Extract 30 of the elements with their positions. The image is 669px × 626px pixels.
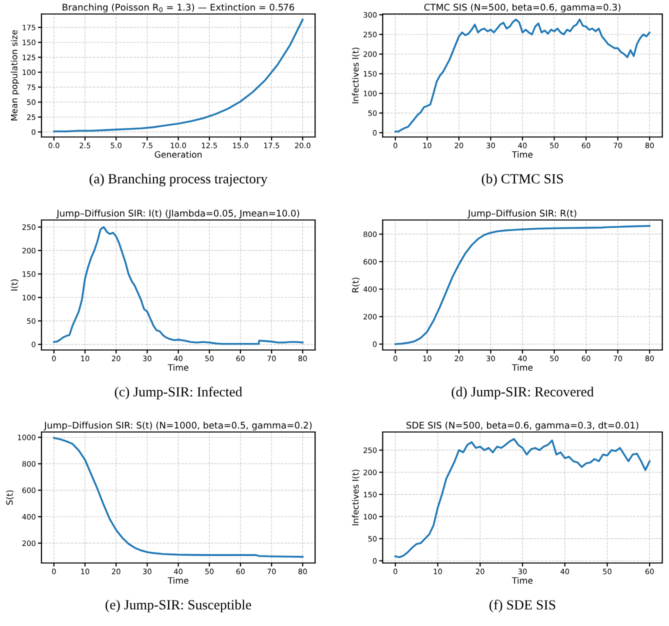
chart-title: Branching (Poisson R$_{0}$ = 1.3) — Extinction = 0.576 [62,4,294,12]
text: (e) Jump-SIR: Susceptible [106,600,252,612]
line-series [394,18,651,132]
x-axis-title: Generation [154,151,202,158]
line-series [394,438,651,558]
chart-title: Jump–Diffusion SIR: S(t) (N=1000, beta=0.5, gamma=0.2) [44,422,312,430]
y-axis-title: Infectives I(t) [352,470,360,526]
text: (c) Jump-SIR: Infected [114,386,242,400]
text: (f) SDE SIS [490,600,556,612]
x-axis-title: Time [168,577,188,584]
text: (d) Jump-SIR: Recovered [452,386,594,400]
x-axis-title: Time [168,364,188,371]
text: (b) CTMC SIS [482,174,563,186]
y-axis-title: Mean population size [10,30,20,120]
y-axis-title: S(t) [6,490,14,505]
line-series [53,226,304,345]
text: (a) Branching process trajectory [90,174,268,186]
x-axis-title: Time [512,364,533,371]
line-series [53,18,304,132]
y-axis-title: Infectives I(t) [352,48,360,104]
y-axis-title: I(t) [10,279,18,290]
x-axis-title: Time [512,577,533,584]
chart-title: Jump–Diffusion SIR: I(t) (Jlambda=0.05, Jmean=10.0) [56,210,300,218]
chart-title: CTMC SIS (N=500, beta=0.6, gamma=0.3) [424,4,620,12]
chart-title: Jump–Diffusion SIR: R(t) [467,210,576,218]
line-series [394,225,651,345]
x-axis-title: Time [512,151,533,158]
chart-title: SDE SIS (N=500, beta=0.6, gamma=0.3, dt=0.01) [406,422,638,430]
y-axis-title: R(t) [352,278,360,292]
line-series [53,437,304,558]
